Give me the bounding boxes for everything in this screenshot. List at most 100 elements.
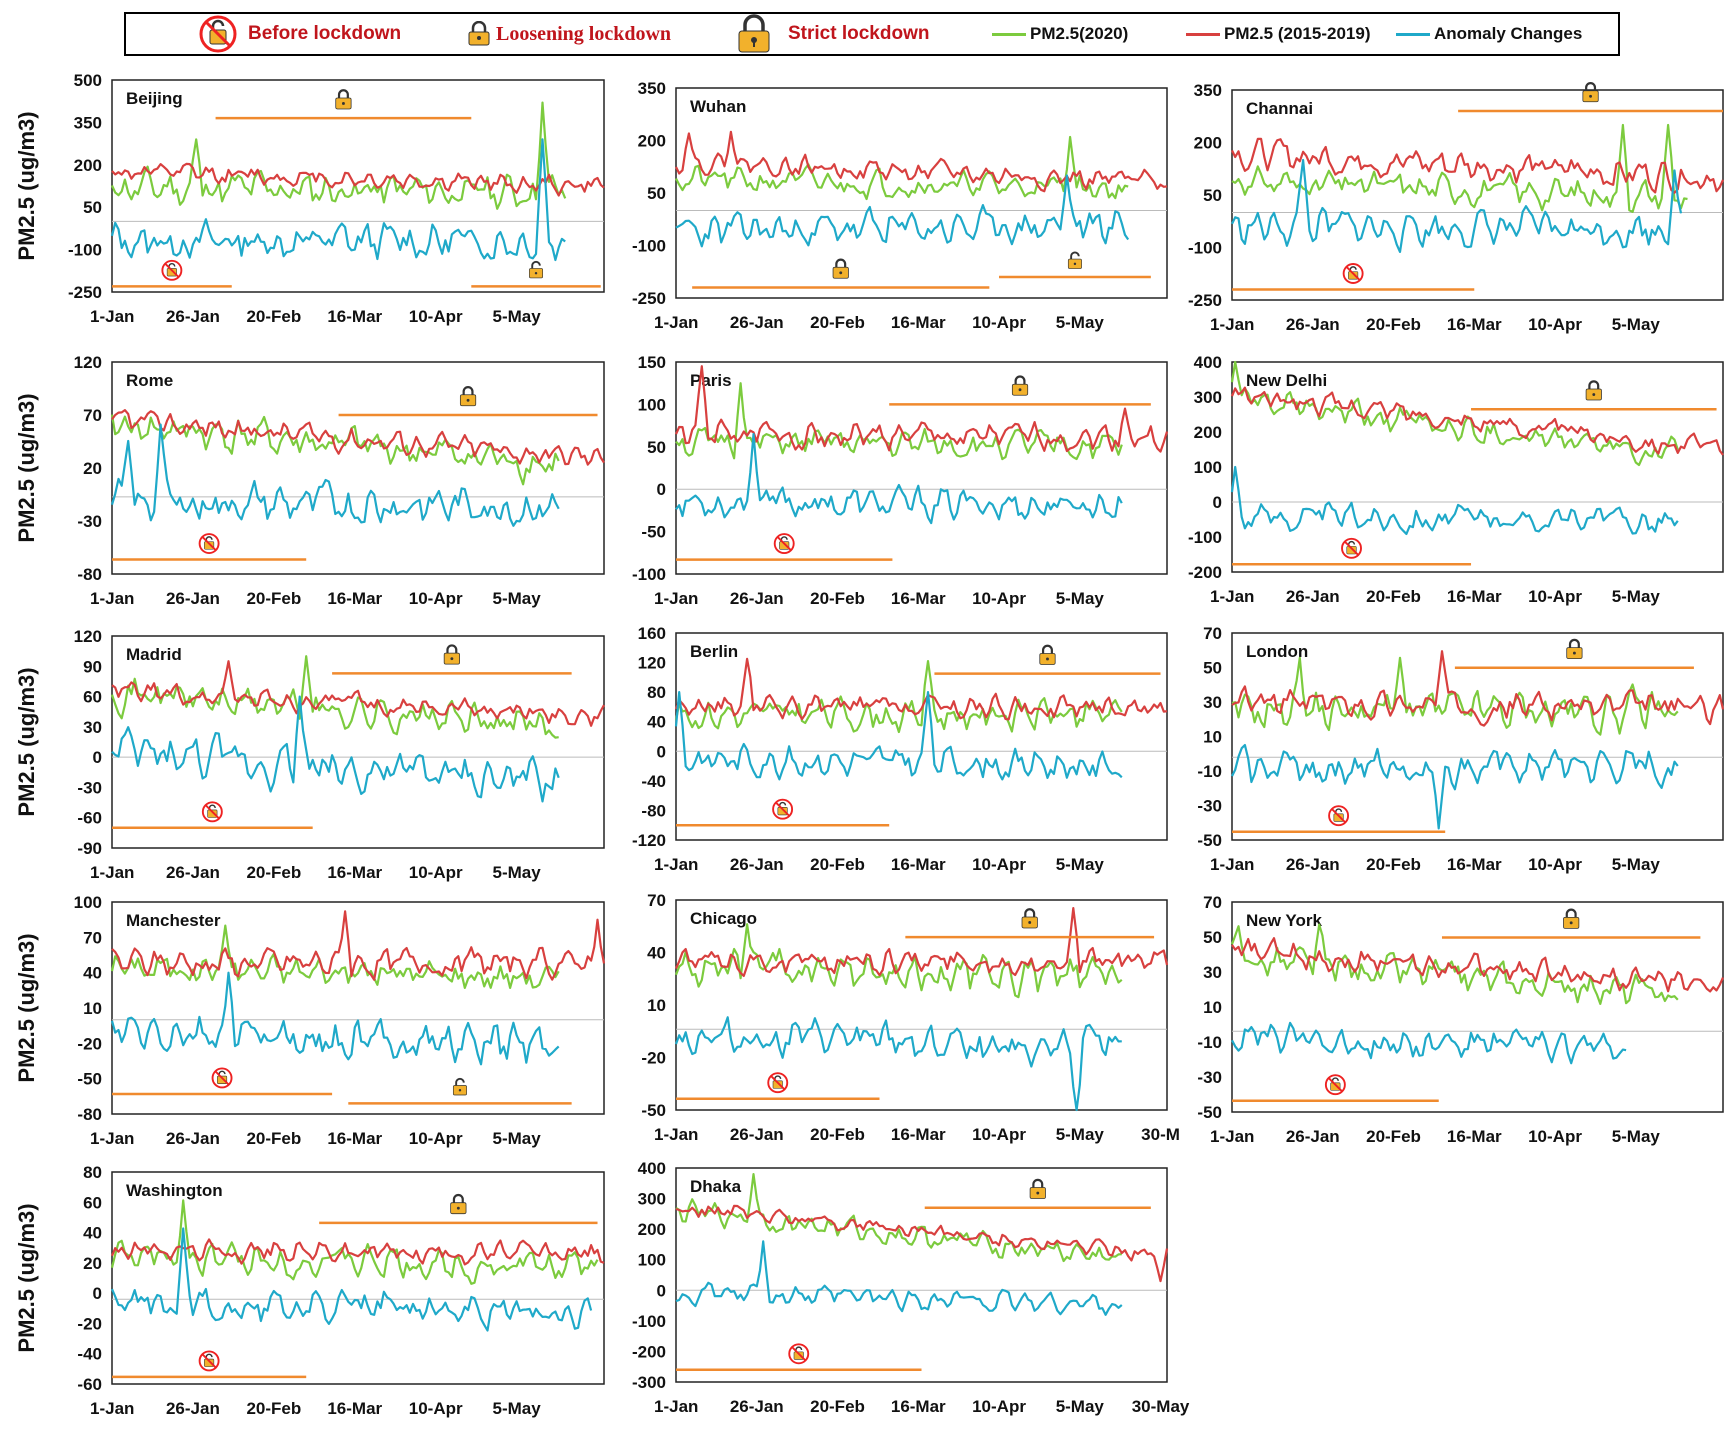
x-tick-label: 5-May	[1612, 855, 1661, 874]
y-tick-label: 30	[1203, 963, 1222, 982]
y-tick-label: -30	[77, 512, 102, 531]
city-title: Paris	[690, 371, 732, 390]
y-tick-label: -30	[77, 778, 102, 797]
y-tick-label: 200	[638, 1220, 666, 1239]
city-title: Washington	[126, 1181, 223, 1200]
before-lockdown-icon	[198, 1350, 220, 1372]
y-tick-label: 10	[647, 996, 666, 1015]
x-tick-label: 26-Jan	[1286, 587, 1340, 606]
loosening-lockdown-icon	[1067, 251, 1082, 269]
x-tick-label: 16-Mar	[327, 1399, 382, 1418]
x-tick-label: 10-Apr	[409, 589, 463, 608]
chart-beijing: 500 350 200 50 -100 -250 1-Jan 26-Jan 20-Feb 16-M…	[14, 71, 605, 326]
y-tick-label: -100	[632, 237, 666, 256]
plot-frame	[1231, 632, 1724, 841]
legend-series-2020-label: PM2.5(2020)	[1030, 24, 1129, 43]
y-tick-label: 150	[638, 353, 666, 372]
x-tick-label: 26-Jan	[730, 1125, 784, 1144]
x-tick-label: 1-Jan	[1210, 1127, 1254, 1146]
y-tick-label: -300	[632, 1373, 666, 1392]
series-line-anom	[111, 695, 560, 803]
strict-lockdown-icon	[1563, 908, 1580, 929]
legend-strict: Strict lockdown	[736, 14, 929, 54]
legend-loosening-label: Loosening lockdown	[496, 22, 672, 45]
strict-lockdown-icon	[450, 1193, 467, 1215]
y-tick-label: 0	[93, 1284, 102, 1303]
x-tick-label: 1-Jan	[1210, 315, 1254, 334]
plot-frame	[111, 635, 605, 849]
y-tick-label: -80	[77, 565, 102, 584]
x-tick-label: 16-Mar	[1447, 587, 1502, 606]
loosening-lockdown-icon	[529, 260, 544, 279]
y-tick-label: 70	[83, 928, 102, 947]
strict-lockdown-icon	[459, 386, 477, 407]
y-tick-label: 0	[1213, 493, 1222, 512]
x-tick-label: 5-May	[493, 1129, 542, 1148]
series-line-anom	[1231, 743, 1679, 830]
city-title: Manchester	[126, 911, 221, 930]
x-tick-label: 10-Apr	[1528, 587, 1582, 606]
before-lockdown-icon	[767, 1072, 789, 1094]
x-tick-label: 16-Mar	[891, 1125, 946, 1144]
loosening-lockdown-icon	[452, 1077, 467, 1096]
x-tick-label: 1-Jan	[654, 589, 698, 608]
series-line-anom	[110, 971, 560, 1066]
y-tick-label: 70	[1203, 624, 1222, 643]
x-tick-label: 26-Jan	[730, 313, 784, 332]
y-tick-label: 10	[83, 999, 102, 1018]
strict-lockdown-icon	[1021, 908, 1038, 929]
y-tick-label: 100	[638, 1251, 666, 1270]
x-tick-label: 20-Feb	[1366, 1127, 1421, 1146]
x-tick-label: 20-Feb	[1366, 315, 1421, 334]
before-lockdown-icon	[161, 259, 183, 281]
x-tick-label: 10-Apr	[972, 313, 1026, 332]
series-line-anom	[1231, 1021, 1627, 1065]
y-tick-label: 60	[83, 1193, 102, 1212]
y-tick-label: -200	[1188, 563, 1222, 582]
x-tick-label: 5-May	[1612, 315, 1661, 334]
y-tick-label: -10	[1197, 762, 1222, 781]
y-axis-label: PM2.5 (ug/m3)	[14, 111, 39, 260]
y-tick-label: -100	[632, 1312, 666, 1331]
y-tick-label: -200	[632, 1342, 666, 1361]
series-line-anom	[674, 691, 1123, 781]
plot-frame	[675, 632, 1168, 841]
legend-series-1519: PM2.5 (2015-2019)	[1186, 14, 1370, 54]
x-tick-label: 1-Jan	[90, 863, 134, 882]
series-line-anom	[110, 1227, 593, 1332]
x-tick-label: 16-Mar	[891, 589, 946, 608]
before-lockdown-icon	[788, 1343, 810, 1365]
city-title: Channai	[1246, 99, 1313, 118]
plot-frame	[1231, 89, 1724, 301]
x-tick-label: 20-Feb	[810, 855, 865, 874]
series-line-s2020	[675, 382, 1123, 461]
series-line-s2020	[1230, 360, 1679, 467]
series-line-s2020	[110, 924, 560, 989]
x-tick-label: 10-Apr	[1528, 855, 1582, 874]
series-line-s1519	[110, 1238, 605, 1266]
before-lockdown-icon	[201, 801, 223, 823]
x-tick-label: 26-Jan	[1286, 855, 1340, 874]
strict-lockdown-icon	[738, 14, 770, 53]
series-line-s1519	[675, 1204, 1169, 1283]
x-tick-label: 20-Feb	[810, 1125, 865, 1144]
y-tick-label: 70	[647, 891, 666, 910]
x-tick-label: 1-Jan	[654, 855, 698, 874]
x-tick-label: 26-Jan	[166, 589, 220, 608]
y-tick-label: 200	[1194, 134, 1222, 153]
plot-frame	[1231, 361, 1724, 573]
city-title: Rome	[126, 371, 173, 390]
legend-swatch-1519	[1186, 32, 1220, 36]
legend-before-label: Before lockdown	[248, 23, 402, 44]
x-tick-label: 16-Mar	[327, 589, 382, 608]
x-tick-label: 5-May	[1612, 1127, 1661, 1146]
x-tick-label: 1-Jan	[90, 1129, 134, 1148]
strict-lockdown-icon	[832, 258, 849, 279]
series-line-s1519	[674, 657, 1168, 721]
x-tick-label: 5-May	[493, 307, 542, 326]
series-line-s2020	[674, 660, 1123, 734]
y-tick-label: 120	[638, 654, 666, 673]
series-line-s1519	[1231, 937, 1725, 993]
x-tick-label: 16-Mar	[1447, 315, 1502, 334]
legend-swatch-2020	[992, 32, 1026, 36]
